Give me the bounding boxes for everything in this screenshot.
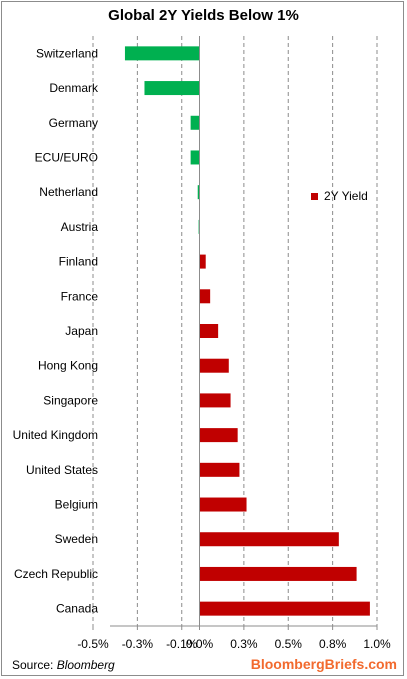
category-label: Singapore (43, 393, 98, 407)
category-label: Netherland (39, 185, 98, 199)
category-label: Denmark (49, 81, 99, 95)
source-label: Source: (12, 658, 57, 672)
category-label: France (61, 289, 99, 303)
category-label: United States (26, 463, 98, 477)
x-tick-label: 0.0% (186, 637, 214, 651)
legend: 2Y Yield (311, 189, 368, 203)
category-label: Czech Republic (14, 567, 98, 581)
category-label: Finland (59, 255, 98, 269)
bar (199, 532, 339, 547)
category-label: Austria (61, 220, 99, 234)
bar (199, 566, 357, 581)
bar (199, 601, 370, 616)
category-label: Hong Kong (38, 359, 98, 373)
bar (190, 115, 200, 130)
category-label: Canada (56, 602, 98, 616)
x-tick-label: 1.0% (363, 637, 391, 651)
bar (199, 428, 238, 443)
x-tick-label: -0.1% (166, 637, 198, 651)
bar (199, 358, 229, 373)
bar (199, 254, 206, 269)
bar (199, 324, 219, 338)
category-label: United Kingdom (13, 428, 98, 442)
legend-swatch (311, 192, 318, 200)
bar (199, 462, 240, 477)
category-label: Sweden (55, 532, 98, 546)
bar (197, 185, 200, 200)
source-note: Source: Bloomberg (12, 658, 115, 672)
x-tick-label: -0.3% (122, 637, 154, 651)
category-label: ECU/EURO (35, 150, 98, 164)
category-label: Germany (49, 116, 98, 130)
bar (199, 393, 231, 408)
brand-logo: BloombergBriefs.com (250, 656, 397, 672)
bar (144, 81, 200, 96)
source-name: Bloomberg (56, 658, 115, 672)
x-tick-label: -0.5% (77, 637, 109, 651)
chart-title: Global 2Y Yields Below 1% (108, 7, 299, 24)
x-tick-label: 0.5% (275, 637, 303, 651)
bar (199, 497, 247, 512)
legend-label: 2Y Yield (324, 189, 368, 203)
category-label: Japan (65, 324, 98, 338)
bar (124, 46, 200, 61)
category-label: Belgium (55, 498, 98, 512)
x-tick-label: 0.8% (319, 637, 347, 651)
bar (190, 150, 200, 165)
category-label: Switzerland (36, 46, 98, 60)
x-tick-label: 0.3% (230, 637, 258, 651)
bar (199, 289, 211, 304)
